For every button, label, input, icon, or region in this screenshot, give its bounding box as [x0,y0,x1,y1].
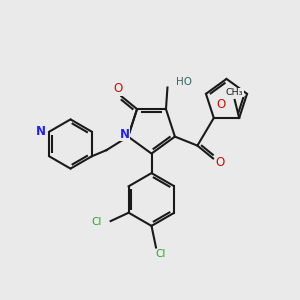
Text: HO: HO [176,77,192,87]
Text: O: O [113,82,122,95]
Text: Cl: Cl [92,217,102,227]
Text: CH₃: CH₃ [226,88,243,97]
Text: N: N [36,125,46,138]
Text: O: O [216,156,225,169]
Text: O: O [216,98,225,111]
Text: N: N [119,128,130,141]
Text: Cl: Cl [155,249,166,259]
